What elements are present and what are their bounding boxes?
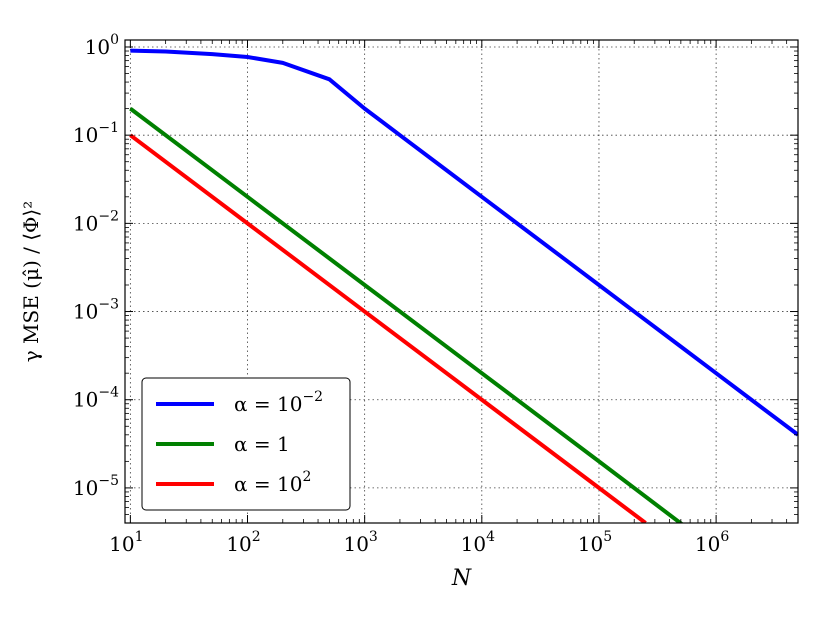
series-line-3 xyxy=(129,133,647,523)
y-tick-label: 10−3 xyxy=(73,297,119,324)
legend-box xyxy=(141,377,351,511)
x-axis-label: N xyxy=(451,566,472,591)
series-line-2 xyxy=(129,107,684,523)
legend-label-2: α = 1 xyxy=(234,432,290,456)
x-tick-label: 105 xyxy=(578,529,612,556)
x-tick-label: 102 xyxy=(226,529,260,556)
x-axis-ticks: 101 102 103 104 105 106 xyxy=(109,40,788,556)
plot-area-frame xyxy=(124,39,799,524)
x-tick-label: 101 xyxy=(109,529,143,556)
y-tick-label: 10−1 xyxy=(73,120,119,147)
y-axis-ticks: 100 10−1 10−2 10−3 10−4 10−5 xyxy=(73,32,798,515)
y-tick-label: 10−5 xyxy=(73,473,119,500)
y-tick-label: 10−4 xyxy=(73,385,119,412)
plot-lines xyxy=(129,48,798,523)
legend-label-3: α = 102 xyxy=(234,469,311,496)
y-axis-label: γ MSE (μ̂) / ⟨Φ⟩² xyxy=(19,201,43,363)
x-tick-label: 104 xyxy=(461,529,495,556)
x-tick-label: 103 xyxy=(343,529,377,556)
y-tick-label: 10−2 xyxy=(73,208,119,235)
x-tick-label: 106 xyxy=(695,529,729,556)
series-line-1 xyxy=(130,48,798,437)
legend: α = 10−2 α = 1 α = 102 xyxy=(141,377,351,511)
y-tick-label: 100 xyxy=(85,32,119,59)
legend-label-1: α = 10−2 xyxy=(234,389,323,416)
